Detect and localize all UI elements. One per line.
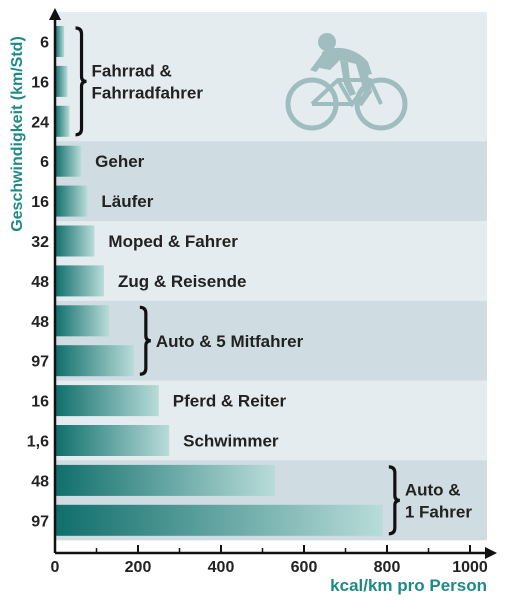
band-4 — [55, 260, 487, 301]
y-axis-title: Geschwindigkeit (km/Std) — [9, 36, 26, 232]
x-axis-title: kcal/km pro Person — [330, 576, 487, 595]
group-label-4-0: Zug & Reisende — [118, 272, 246, 291]
x-tick-label-5: 1000 — [452, 559, 488, 576]
x-tick-label-2: 400 — [208, 559, 235, 576]
speed-label-11: 48 — [31, 473, 49, 490]
background-bands — [55, 12, 487, 541]
x-tick-label-3: 600 — [291, 559, 318, 576]
bars — [55, 26, 383, 536]
speed-label-9: 16 — [31, 394, 49, 411]
group-label-7-0: Schwimmer — [183, 432, 279, 451]
brace-0 — [75, 26, 87, 137]
bar-6 — [55, 265, 104, 297]
band-3 — [55, 221, 487, 261]
speed-label-4: 16 — [31, 194, 49, 211]
axes — [49, 8, 497, 559]
bar-3 — [55, 145, 82, 177]
group-label-8-0: Auto & — [405, 480, 461, 499]
speed-label-7: 48 — [31, 314, 49, 331]
band-0 — [55, 12, 487, 142]
x-tick-label-0: 0 — [51, 559, 60, 576]
speed-label-5: 32 — [31, 234, 49, 251]
speed-label-2: 24 — [31, 114, 49, 131]
group-label-0-1: Fahrradfahrer — [92, 83, 204, 102]
x-tick-labels: 0 200 400 600 800 1000 — [51, 559, 488, 576]
group-label-2-0: Läufer — [101, 192, 153, 211]
group-label-6-0: Pferd & Reiter — [173, 392, 287, 411]
speed-label-10: 1,6 — [27, 434, 49, 451]
bar-7 — [55, 305, 109, 337]
bar-1 — [55, 65, 68, 97]
group-label-5-0: Auto & 5 Mitfahrer — [156, 332, 304, 351]
brace-5 — [139, 305, 151, 376]
speed-label-6: 48 — [31, 274, 49, 291]
speed-label-8: 97 — [31, 354, 49, 371]
group-braces — [75, 26, 400, 536]
group-label-8-1: 1 Fahrer — [405, 502, 472, 521]
speed-label-1: 16 — [31, 74, 49, 91]
group-label-3-0: Moped & Fahrer — [108, 232, 238, 251]
group-labels: Fahrrad & Fahrradfahrer Geher Läufer Moped &… — [92, 61, 473, 521]
group-label-0-0: Fahrrad & — [92, 61, 172, 80]
bar-2 — [55, 105, 70, 137]
speed-label-3: 6 — [40, 154, 49, 171]
x-axis-arrow — [485, 547, 497, 559]
bar-4 — [55, 185, 88, 217]
band-2 — [55, 181, 487, 222]
speed-label-0: 6 — [40, 35, 49, 52]
bar-10 — [55, 425, 170, 456]
x-tick-label-4: 800 — [374, 559, 401, 576]
bar-8 — [55, 345, 134, 377]
speed-tick-labels: 6 16 24 6 16 32 48 48 97 16 1,6 48 97 — [27, 35, 49, 531]
group-label-1-0: Geher — [95, 152, 145, 171]
y-axis-arrow — [49, 8, 61, 20]
x-tick-label-1: 200 — [125, 559, 152, 576]
cyclist-icon — [285, 33, 408, 131]
bar-5 — [55, 225, 95, 257]
bar-0 — [55, 26, 65, 57]
bar-9 — [55, 385, 159, 417]
bar-12 — [55, 504, 383, 536]
band-1 — [55, 141, 487, 182]
bar-11 — [55, 464, 275, 496]
brace-8 — [388, 465, 400, 536]
speed-label-12: 97 — [31, 513, 49, 530]
